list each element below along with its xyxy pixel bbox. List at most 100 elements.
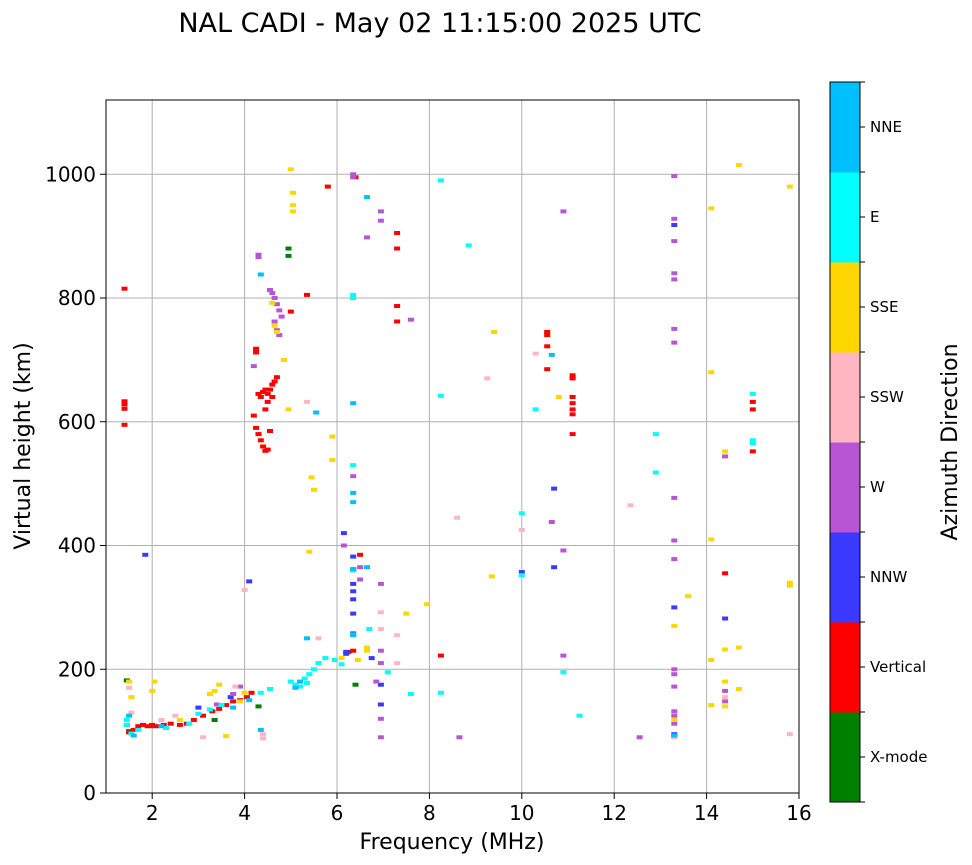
- data-point-ssw: [315, 636, 322, 641]
- data-point-w: [671, 495, 678, 500]
- data-point-ssw: [394, 633, 401, 638]
- data-point-e: [195, 711, 202, 716]
- data-point-w: [671, 709, 678, 714]
- data-point-ssw: [377, 610, 384, 615]
- data-point-vertical: [269, 382, 276, 387]
- data-point-vertical: [257, 395, 264, 399]
- data-point-w: [377, 581, 384, 586]
- data-point-sse: [151, 679, 158, 684]
- data-point-ssw: [377, 627, 384, 631]
- y-tick-label: 600: [58, 410, 96, 434]
- data-point-sse: [273, 330, 280, 334]
- colorbar-segment-x-mode: [830, 712, 860, 803]
- data-point-w: [671, 538, 678, 543]
- data-point-sse: [364, 645, 370, 650]
- data-point-e: [206, 707, 213, 712]
- data-point-nnw: [368, 656, 375, 661]
- y-tick-label: 800: [58, 286, 96, 310]
- data-point-vertical: [121, 406, 128, 411]
- data-point-vertical: [271, 379, 278, 384]
- y-tick-label: 400: [58, 534, 96, 558]
- data-point-w: [213, 702, 220, 707]
- data-point-ssw: [627, 503, 634, 508]
- data-point-vertical: [250, 413, 257, 418]
- data-point-ssw: [260, 732, 267, 737]
- data-point-e: [123, 722, 130, 727]
- data-point-sse: [269, 300, 276, 305]
- data-point-w: [377, 648, 384, 653]
- data-point-sse: [149, 688, 156, 693]
- data-point-vertical: [264, 391, 271, 396]
- data-point-sse: [708, 537, 715, 542]
- data-point-nne: [130, 733, 137, 738]
- data-point-vertical: [394, 246, 401, 251]
- data-point-vertical: [149, 722, 156, 727]
- data-point-vertical: [304, 292, 310, 297]
- data-point-e: [350, 296, 357, 300]
- data-point-e: [366, 627, 373, 631]
- data-point-sse: [488, 574, 495, 579]
- x-tick-label: 10: [509, 801, 534, 825]
- data-point-w: [230, 692, 237, 696]
- x-tick-label: 14: [694, 801, 719, 825]
- data-point-sse: [424, 602, 431, 607]
- data-point-nne: [292, 685, 299, 690]
- data-point-vertical: [722, 571, 729, 576]
- data-point-nnw: [722, 616, 729, 621]
- data-point-sse: [708, 658, 715, 662]
- y-tick-label: 0: [83, 781, 96, 805]
- data-point-ssw: [172, 713, 179, 718]
- x-tick-label: 12: [601, 801, 626, 825]
- data-point-e: [749, 391, 756, 396]
- data-point-sse: [329, 458, 336, 463]
- data-point-w: [276, 308, 283, 313]
- data-point-e: [322, 656, 329, 661]
- data-point-vertical: [223, 703, 230, 708]
- data-point-sse: [338, 656, 345, 661]
- data-point-w: [671, 216, 678, 221]
- data-point-vertical: [394, 231, 401, 235]
- data-point-vertical: [749, 399, 756, 404]
- data-point-vertical: [253, 425, 260, 430]
- data-point-nne: [158, 724, 165, 729]
- data-point-sse: [290, 190, 297, 195]
- data-point-ssw: [260, 736, 267, 741]
- data-point-nnw: [671, 605, 678, 610]
- data-point-nnw: [377, 702, 384, 707]
- data-point-e: [267, 687, 273, 691]
- data-point-vertical: [260, 390, 267, 394]
- data-point-ssw: [126, 685, 133, 690]
- data-point-nne: [246, 698, 253, 703]
- data-point-w: [671, 277, 678, 282]
- data-point-vertical: [287, 309, 294, 314]
- data-point-nnw: [377, 682, 384, 687]
- colorbar-segment-nne: [830, 82, 860, 173]
- data-point-sse: [241, 690, 248, 695]
- data-point-nne: [257, 272, 264, 277]
- data-point-nnw: [227, 695, 234, 700]
- data-point-w: [357, 565, 364, 570]
- data-point-e: [331, 658, 338, 662]
- data-point-vertical: [569, 432, 576, 437]
- colorbar-tick-label: SSE: [870, 298, 899, 316]
- colorbar-tick-label: NNW: [870, 568, 907, 586]
- data-point-nnw: [350, 589, 357, 594]
- data-point-e: [560, 670, 567, 675]
- data-point-vertical: [749, 449, 756, 454]
- data-point-vertical: [569, 401, 576, 406]
- colorbar-tick-label: NNE: [870, 118, 902, 136]
- data-point-e: [518, 511, 525, 516]
- data-point-w: [377, 661, 384, 666]
- data-point-nnw: [551, 486, 558, 491]
- data-point-w: [560, 653, 567, 658]
- data-point-nne: [257, 727, 264, 732]
- colorbar-segment-w: [830, 442, 860, 533]
- data-point-w: [456, 735, 463, 740]
- data-point-nne: [350, 500, 357, 505]
- data-point-nne: [230, 705, 237, 710]
- data-point-sse: [216, 682, 223, 687]
- data-point-sse: [722, 704, 729, 709]
- data-point-vertical: [121, 399, 128, 404]
- data-point-vertical: [749, 407, 756, 412]
- data-point-ssw: [532, 351, 539, 356]
